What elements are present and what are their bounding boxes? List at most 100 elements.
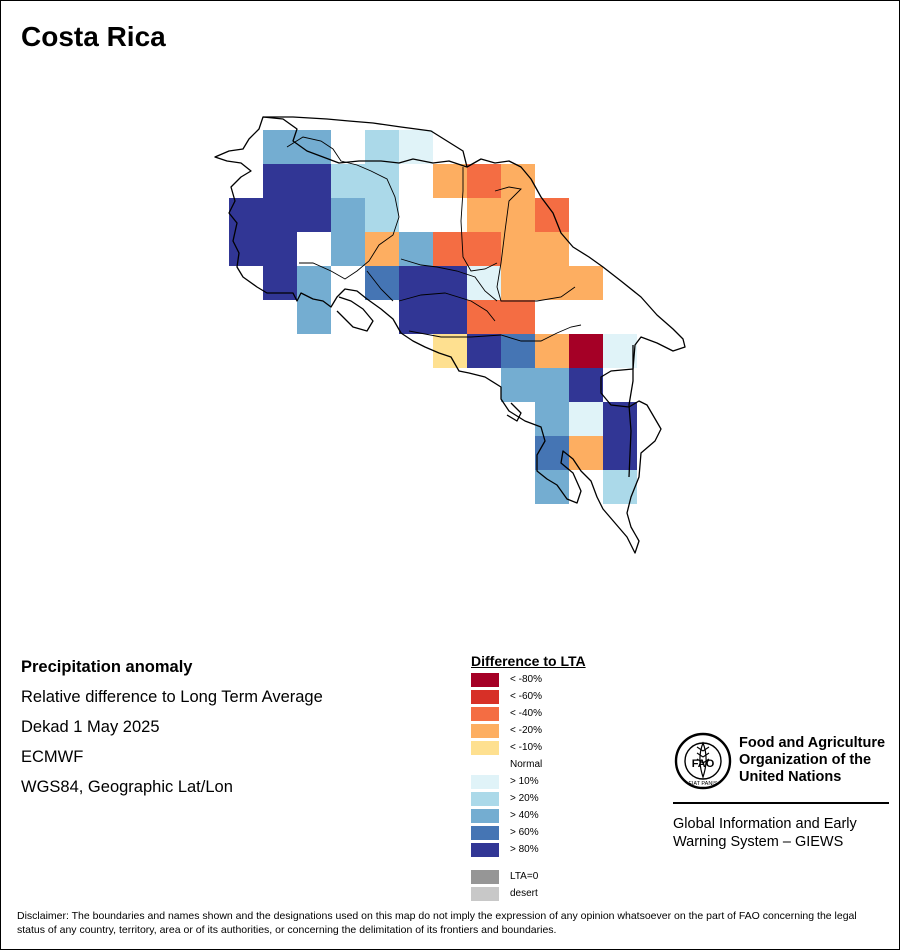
nicoya-gulf-coast: [336, 296, 374, 332]
anomaly-cell: [535, 198, 569, 232]
legend-extra-item-label: desert: [510, 888, 538, 899]
legend-item-row: < -80%: [471, 672, 586, 689]
anomaly-cell: [569, 402, 603, 436]
anomaly-cell: [229, 232, 263, 266]
map-heading: Precipitation anomaly: [21, 658, 193, 676]
fao-name-line-1: Food and Agriculture: [739, 735, 886, 751]
anomaly-cell: [365, 232, 399, 266]
legend-extra-item-label: LTA=0: [510, 871, 539, 882]
anomaly-cell: [433, 334, 467, 368]
legend-item-label: > 60%: [510, 827, 539, 838]
giews-name: Global Information and Early Warning Sys…: [673, 815, 857, 851]
anomaly-cell: [501, 266, 535, 300]
legend-extra-item-row: desert: [471, 886, 586, 903]
anomaly-cell: [501, 368, 535, 402]
anomaly-cell: [263, 198, 297, 232]
legend-item-swatch: [471, 690, 499, 704]
legend-item-row: > 40%: [471, 808, 586, 825]
anomaly-cell: [501, 164, 535, 198]
map-period: Dekad 1 May 2025: [21, 718, 160, 736]
anomaly-cell: [399, 232, 433, 266]
anomaly-cell: [603, 334, 637, 368]
anomaly-cell: [603, 470, 637, 504]
anomaly-cell: [467, 164, 501, 198]
anomaly-cell: [433, 300, 467, 334]
panama-border: [628, 345, 634, 478]
legend-extra-item-swatch: [471, 870, 499, 884]
legend-item-swatch: [471, 843, 499, 857]
anomaly-cell: [229, 198, 263, 232]
legend-item-label: < -60%: [510, 691, 542, 702]
anomaly-cell: [535, 266, 569, 300]
nicaragua-border: [263, 116, 468, 168]
legend-item-row: > 10%: [471, 774, 586, 791]
anomaly-cell: [399, 130, 433, 164]
fao-logo-icon: FAO FIAT PANIS: [674, 732, 732, 790]
anomaly-cell: [365, 130, 399, 164]
legend-item-row: < -60%: [471, 689, 586, 706]
legend-item-row: < -20%: [471, 723, 586, 740]
map-title: Costa Rica: [21, 21, 166, 52]
anomaly-cell: [535, 470, 569, 504]
giews-line-2: Warning System – GIEWS: [673, 834, 844, 850]
legend-item-label: < -20%: [510, 725, 542, 736]
legend-item-label: > 20%: [510, 793, 539, 804]
fao-name: Food and Agriculture Organization of the…: [739, 735, 885, 786]
anomaly-cell: [569, 436, 603, 470]
legend-item-label: < -10%: [510, 742, 542, 753]
fao-divider: [673, 802, 889, 804]
map-source: ECMWF: [21, 748, 84, 766]
anomaly-grid: [229, 130, 637, 504]
legend-item-row: < -10%: [471, 740, 586, 757]
fao-logo-text: FAO: [692, 758, 715, 770]
anomaly-cell: [399, 266, 433, 300]
precipitation-map: [214, 116, 686, 554]
anomaly-cell: [297, 300, 331, 334]
anomaly-cell: [467, 198, 501, 232]
anomaly-cell: [603, 402, 637, 436]
anomaly-cell: [263, 164, 297, 198]
legend-extra-items: LTA=0 desert: [471, 869, 586, 903]
anomaly-cell: [569, 368, 603, 402]
anomaly-cell: [263, 266, 297, 300]
anomaly-cell: [331, 232, 365, 266]
anomaly-cell: [603, 436, 637, 470]
map-subtitle: Relative difference to Long Term Average: [21, 688, 323, 706]
anomaly-cell: [365, 266, 399, 300]
legend-item-row: < -40%: [471, 706, 586, 723]
anomaly-cell: [263, 130, 297, 164]
legend-extra-item-swatch: [471, 887, 499, 901]
anomaly-cell: [297, 266, 331, 300]
legend-item-swatch: [471, 673, 499, 687]
legend-item-swatch: [471, 809, 499, 823]
anomaly-cell: [535, 402, 569, 436]
legend-title: Difference to LTA: [471, 653, 586, 669]
anomaly-cell: [297, 198, 331, 232]
map-projection: WGS84, Geographic Lat/Lon: [21, 778, 233, 796]
anomaly-cell: [569, 266, 603, 300]
anomaly-cell: [535, 368, 569, 402]
legend-item-swatch: [471, 792, 499, 806]
osa-coast: [506, 402, 522, 422]
anomaly-cell: [331, 198, 365, 232]
anomaly-cell: [501, 300, 535, 334]
legend-item-swatch: [471, 741, 499, 755]
legend-item-row: > 80%: [471, 842, 586, 859]
legend-item-label: > 10%: [510, 776, 539, 787]
legend-item-row: > 20%: [471, 791, 586, 808]
anomaly-cell: [535, 334, 569, 368]
legend-item-label: Normal: [510, 759, 543, 770]
fao-name-line-2: Organization of the: [739, 752, 872, 768]
anomaly-cell: [365, 198, 399, 232]
anomaly-cell: [297, 164, 331, 198]
legend-item-row: > 60%: [471, 825, 586, 842]
legend-item-label: < -40%: [510, 708, 542, 719]
fao-name-line-3: United Nations: [739, 769, 842, 785]
anomaly-cell: [263, 232, 297, 266]
anomaly-cell: [365, 164, 399, 198]
legend-item-label: > 40%: [510, 810, 539, 821]
legend-item-swatch: [471, 775, 499, 789]
legend-item-label: > 80%: [510, 844, 539, 855]
anomaly-cell: [535, 232, 569, 266]
